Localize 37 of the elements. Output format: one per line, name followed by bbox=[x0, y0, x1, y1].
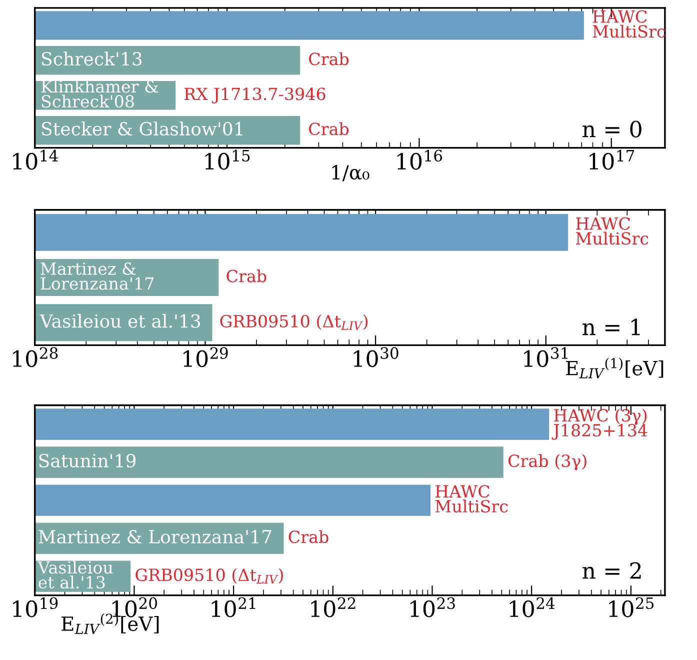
annotation: n = 0 bbox=[582, 120, 642, 138]
y-tick-label: Schreck'13 bbox=[42, 52, 142, 66]
annotation: Crab bbox=[308, 52, 349, 66]
y-tick-label: Martinez & Lorenzana'17 bbox=[38, 530, 272, 544]
y-tick-label: Satunin'19 bbox=[39, 454, 136, 468]
x-tick-label: 10$^{25}$ bbox=[609, 597, 654, 618]
annotation: GRB09510 (Δt$_{LIV}$) bbox=[136, 568, 283, 584]
annotation: HAWC MultiSrc bbox=[435, 485, 508, 513]
x-tick-label: 10$^{28}$ bbox=[13, 347, 58, 368]
x-tick-label: 10$^{29}$ bbox=[184, 347, 228, 368]
annotation: HAWC MultiSrc bbox=[576, 217, 648, 245]
y-tick-label: Stecker & Glashow'01 bbox=[42, 122, 242, 136]
annotation: Crab bbox=[308, 122, 349, 136]
x-tick-label: 10$^{24}$ bbox=[510, 597, 555, 618]
x-tick-label: 10$^{14}$ bbox=[13, 150, 58, 170]
annotation: RX J1713.7-3946 bbox=[184, 88, 326, 104]
x-axis-title: 1/α₀ bbox=[332, 164, 370, 182]
annotation: Crab bbox=[288, 530, 328, 544]
annotation: n = 2 bbox=[582, 562, 641, 579]
y-tick-label: Martinez & Lorenzana'17 bbox=[40, 262, 154, 290]
y-tick-label: Vasileiou et al.'13 bbox=[38, 560, 113, 589]
annotation: Crab bbox=[226, 269, 266, 282]
x-axis-title: E$_{LIV}$$^{(1)}$[eV] bbox=[566, 358, 664, 378]
x-tick-label: 10$^{16}$ bbox=[397, 150, 442, 170]
x-tick-label: 10$^{30}$ bbox=[354, 347, 398, 368]
x-tick-label: 10$^{23}$ bbox=[410, 597, 455, 618]
x-tick-label: 10$^{17}$ bbox=[590, 150, 634, 170]
annotation: HAWC (3γ) J1825+134 bbox=[552, 408, 648, 440]
x-tick-label: 10$^{15}$ bbox=[205, 150, 250, 170]
annotation: GRB09510 (Δt$_{LIV}$) bbox=[220, 314, 368, 330]
x-tick-label: 10$^{21}$ bbox=[212, 597, 256, 618]
x-tick-label: 10$^{19}$ bbox=[13, 597, 58, 618]
y-tick-label: Vasileiou et al.'13 bbox=[40, 314, 200, 328]
annotation: Crab (3γ) bbox=[508, 454, 586, 470]
x-tick-label: 10$^{31}$ bbox=[524, 347, 568, 368]
annotation: n = 1 bbox=[582, 318, 640, 336]
x-tick-label: 10$^{22}$ bbox=[311, 597, 356, 618]
